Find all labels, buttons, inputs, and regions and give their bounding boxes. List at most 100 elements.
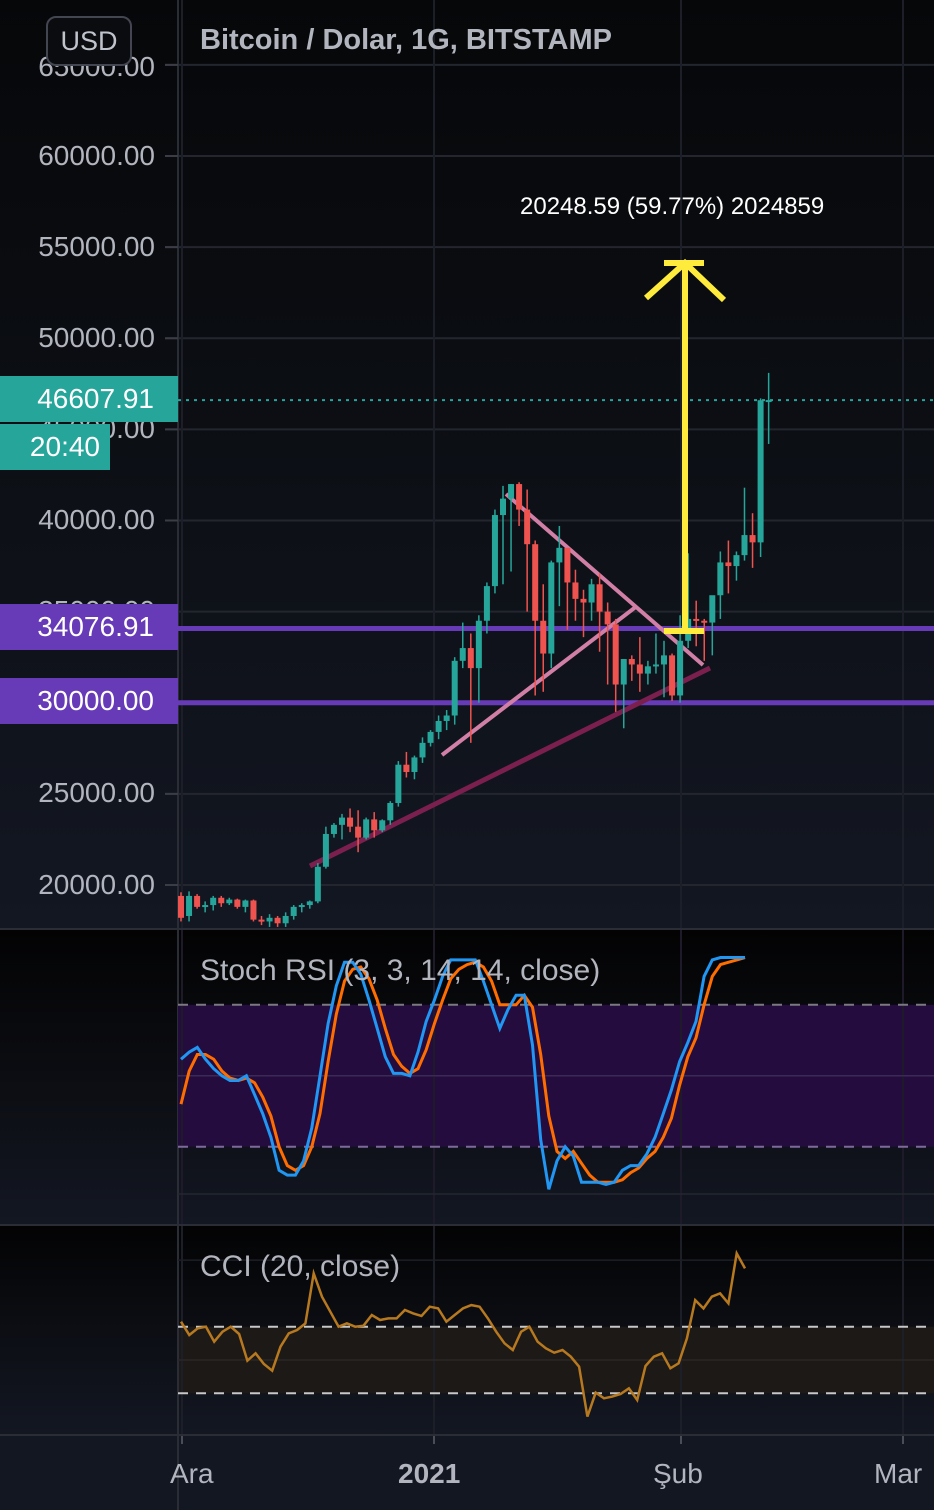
candle [757, 398, 764, 557]
candle [202, 901, 209, 913]
candle [604, 602, 611, 685]
candle-body [749, 535, 756, 543]
candle [475, 615, 482, 703]
time-label-2021: 2021 [398, 1458, 461, 1489]
candle [749, 513, 756, 568]
price-pane[interactable]: Bitcoin / Dolar, 1G, BITSTAMP 20248.59 (… [0, 0, 934, 928]
candle [580, 589, 587, 638]
candle-body [178, 895, 184, 918]
candle [500, 485, 506, 585]
candle-body [322, 833, 329, 867]
pane-separator[interactable] [0, 928, 934, 930]
trendline [308, 665, 712, 869]
candle-body [580, 598, 587, 603]
candle-body [693, 618, 700, 621]
candle-body [725, 562, 732, 567]
time-label-mar: Mar [874, 1458, 923, 1489]
candle [741, 487, 748, 561]
candle [210, 895, 217, 911]
candle [652, 633, 659, 674]
stoch-rsi-title[interactable]: Stoch RSI (3, 3, 14, 14, close) [200, 954, 601, 987]
candle [540, 584, 547, 692]
candle-body [596, 584, 603, 612]
candle [427, 730, 434, 747]
candle [572, 569, 579, 621]
horizontal-line-tag-34076[interactable]: 34076.91 [0, 604, 178, 650]
candle [483, 582, 490, 634]
candle-body [628, 659, 635, 665]
candle [306, 900, 313, 909]
stoch-rsi-chart [177, 930, 934, 1224]
candle [403, 751, 410, 778]
candle-body [741, 535, 748, 556]
cci-pane[interactable]: CCI (20, close) [0, 1226, 934, 1434]
candle [548, 560, 555, 669]
candle-body [500, 498, 506, 516]
price-label-25000: 25000.00 [38, 777, 155, 808]
candle [725, 540, 732, 594]
cci-line [179, 1249, 747, 1418]
candle [620, 659, 627, 729]
candle-body [443, 715, 450, 721]
candle [298, 903, 305, 913]
candle-body [636, 664, 643, 674]
price-label-60000: 60000.00 [38, 140, 155, 171]
time-axis[interactable] [0, 1436, 934, 1510]
candle [371, 812, 378, 838]
candle-body [556, 547, 563, 563]
candle-body [548, 562, 555, 654]
candlestick-chart[interactable] [0, 0, 934, 928]
candle-body [274, 917, 281, 924]
candle-body [419, 742, 426, 758]
candle [467, 633, 474, 743]
candle [693, 600, 700, 647]
candle [178, 892, 184, 922]
candle [339, 813, 345, 840]
triangle-lower-line [440, 604, 639, 757]
arrow-head-icon [643, 258, 727, 303]
candle-body [757, 400, 764, 543]
candle-body [306, 901, 313, 906]
time-axis-separator [0, 1434, 934, 1436]
candle [242, 899, 249, 913]
bar-countdown-tag: 20:40 [0, 424, 110, 470]
candle-body [459, 648, 466, 661]
pane-separator[interactable] [0, 1224, 934, 1226]
candle [765, 372, 772, 444]
candle-body [186, 895, 193, 916]
time-label-sub: Şub [653, 1458, 703, 1489]
currency-button[interactable]: USD [46, 16, 132, 66]
candle [588, 578, 595, 621]
candle-body [250, 900, 257, 920]
horizontal-line-tag-30000[interactable]: 30000.00 [0, 678, 178, 724]
candle [516, 482, 523, 526]
candle [355, 810, 362, 853]
candle [330, 823, 337, 838]
cci-title[interactable]: CCI (20, close) [200, 1250, 401, 1283]
candle [274, 915, 281, 927]
stoch-rsi-pane[interactable]: Stoch RSI (3, 3, 14, 14, close) [0, 930, 934, 1224]
candle [564, 547, 571, 630]
candle [612, 618, 619, 712]
stoch-d-line [179, 956, 746, 1184]
candle [644, 660, 651, 685]
candle [524, 489, 531, 612]
candle [709, 595, 716, 656]
candle [347, 808, 354, 833]
candle-body [282, 915, 289, 924]
candle-body [314, 866, 321, 902]
candle [596, 573, 603, 652]
candle-body [403, 764, 410, 773]
price-label-20000: 20000.00 [38, 869, 155, 900]
candle-body [524, 509, 531, 545]
candle-body [355, 826, 362, 838]
candle-body [709, 595, 716, 623]
candle-body [564, 547, 571, 583]
candle [258, 915, 265, 926]
candle-body [411, 757, 418, 773]
candle [226, 897, 233, 906]
measurement-label: 20248.59 (59.77%) 2024859 [520, 193, 825, 220]
candle [395, 761, 402, 807]
candle-body [483, 586, 490, 621]
candle-body [620, 659, 627, 685]
